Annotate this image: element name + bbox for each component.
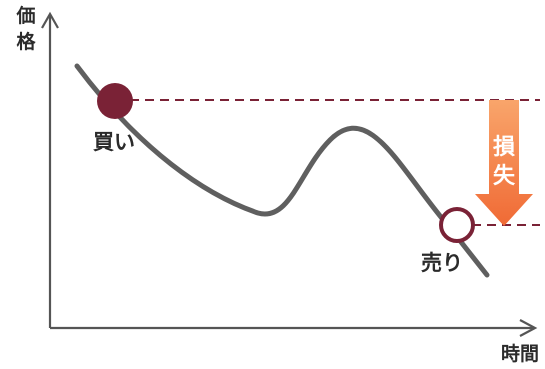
buy-marker bbox=[97, 83, 133, 119]
y-axis-label-top: 価 bbox=[15, 5, 35, 27]
x-axis-label: 時間 bbox=[501, 343, 539, 365]
loss-label-bottom: 失 bbox=[493, 164, 516, 189]
y-axis-label-bottom: 格 bbox=[16, 30, 36, 53]
sell-label: 売り bbox=[421, 251, 463, 275]
price-line bbox=[77, 66, 487, 275]
loss-label-top: 損 bbox=[493, 135, 516, 160]
loss-arrow bbox=[475, 100, 533, 226]
buy-label: 買い bbox=[93, 130, 135, 154]
sell-marker bbox=[441, 209, 473, 241]
